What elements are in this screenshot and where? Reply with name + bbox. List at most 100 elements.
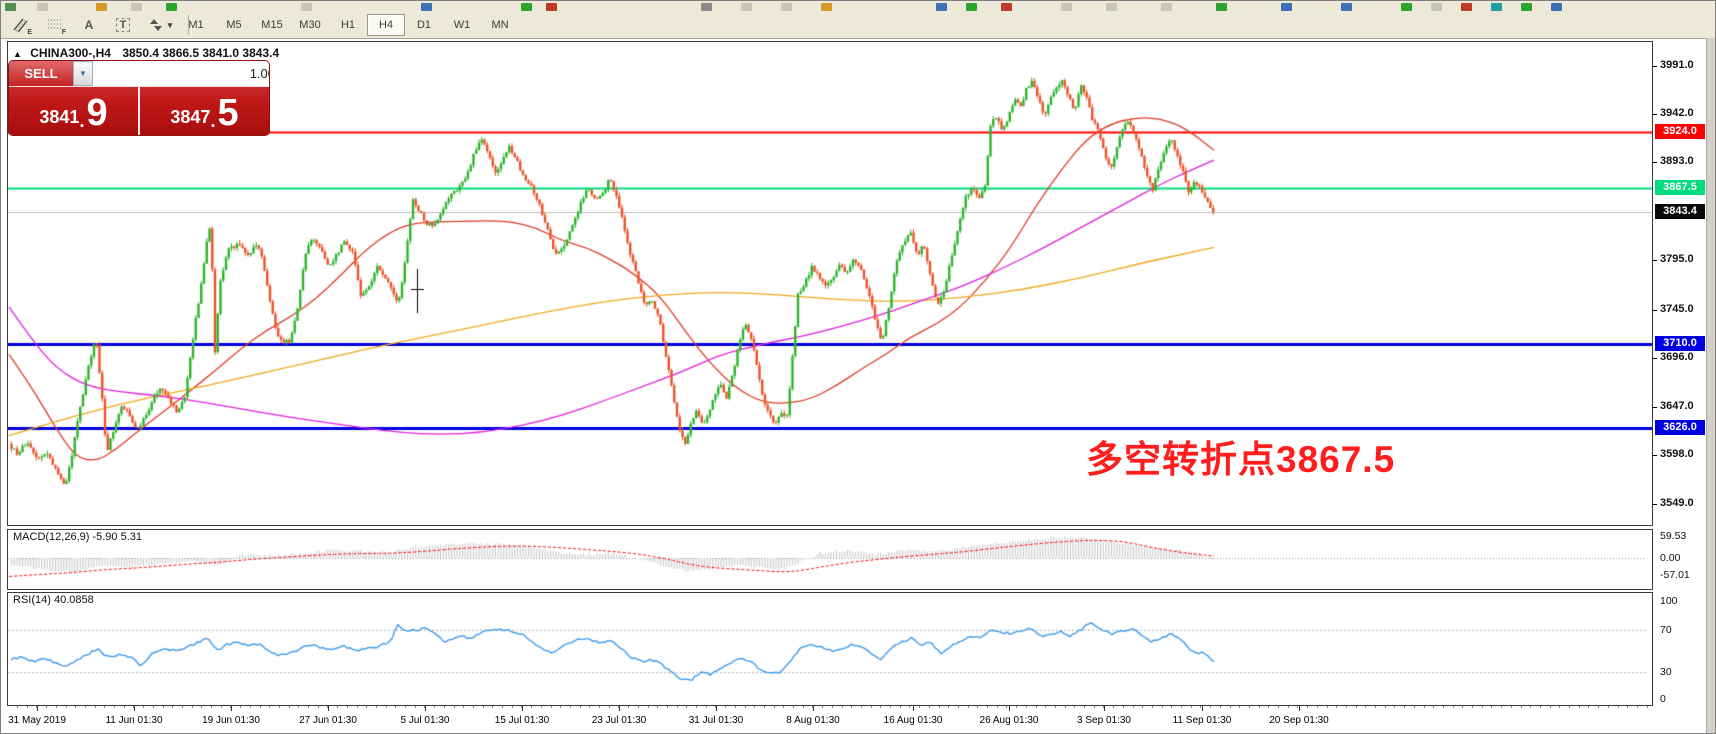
toolbar-icon[interactable] xyxy=(1216,3,1227,11)
toolbar-icon[interactable] xyxy=(37,3,48,11)
time-axis-minor-tick xyxy=(1161,706,1163,708)
time-axis-tick xyxy=(1104,706,1105,711)
time-axis-label: 31 Jul 01:30 xyxy=(688,715,744,726)
toolbar-icon[interactable] xyxy=(1061,3,1072,11)
time-axis-minor-tick xyxy=(1113,706,1115,708)
macd-axis-label: -57.01 xyxy=(1660,569,1690,581)
time-axis-minor-tick xyxy=(337,706,339,708)
time-axis-minor-tick xyxy=(269,706,271,708)
time-axis-minor-tick xyxy=(1413,706,1415,708)
toolbar-icon[interactable] xyxy=(936,3,947,11)
toolbar-icon[interactable] xyxy=(741,3,752,11)
timeframe-button-m15[interactable]: M15 xyxy=(261,19,283,31)
time-axis[interactable]: 31 May 2019 11 Jun 01:30 19 Jun 01:30 27 Ju… xyxy=(7,706,1707,733)
toolbar-icon[interactable] xyxy=(1161,3,1172,11)
time-axis-minor-tick xyxy=(385,706,387,708)
rsi-label: RSI(14) 40.0858 xyxy=(13,594,94,606)
toolbar-icon[interactable] xyxy=(131,3,142,11)
time-axis-minor-tick xyxy=(987,706,988,708)
toolbar-icon[interactable] xyxy=(1341,3,1352,11)
collapse-arrow-icon[interactable]: ▲ xyxy=(13,49,22,59)
price-level-badge: 3710.0 xyxy=(1655,336,1705,351)
sell-price[interactable]: 3841. 9 xyxy=(9,87,140,135)
time-axis-minor-tick xyxy=(1006,706,1008,708)
time-axis-minor-tick xyxy=(1617,706,1619,708)
time-axis-minor-tick xyxy=(346,706,348,708)
toolbar-icon[interactable] xyxy=(96,3,107,11)
toolbar-icon[interactable] xyxy=(421,3,432,11)
timeframe-button-h1[interactable]: H1 xyxy=(340,19,356,31)
time-axis-minor-tick xyxy=(1423,706,1425,708)
sell-button[interactable]: SELL xyxy=(9,61,73,86)
arrow-objects-icon[interactable]: ▾ xyxy=(143,14,179,37)
rsi-axis-label: 100 xyxy=(1660,595,1678,607)
timeframe-button-h4[interactable]: H4 xyxy=(367,14,405,36)
time-axis-minor-tick xyxy=(890,706,891,708)
time-axis-minor-tick xyxy=(919,706,921,708)
time-axis-minor-tick xyxy=(1452,706,1454,708)
price-chart-canvas[interactable] xyxy=(8,42,1652,525)
time-axis-minor-tick xyxy=(822,706,824,708)
time-axis-minor-tick xyxy=(957,706,959,708)
time-axis-tick xyxy=(328,706,329,711)
volume-decrease-button[interactable]: ▼ xyxy=(73,61,93,86)
toolbar-icon[interactable] xyxy=(1521,3,1532,11)
window-right-strip xyxy=(1706,38,1715,733)
time-axis-minor-tick xyxy=(1578,706,1580,708)
timeframe-button-m1[interactable]: M1 xyxy=(188,19,204,31)
toolbar-icon[interactable] xyxy=(821,3,832,11)
toolbar-icon[interactable] xyxy=(701,3,712,11)
fibonacci-icon[interactable]: F xyxy=(41,14,69,37)
time-axis-minor-tick xyxy=(1636,706,1638,708)
time-axis-minor-tick xyxy=(851,706,853,708)
time-axis-minor-tick xyxy=(763,706,765,708)
toolbar-icon[interactable] xyxy=(1431,3,1442,11)
volume-input[interactable] xyxy=(93,61,269,86)
time-axis-tick xyxy=(1009,706,1010,711)
time-axis-minor-tick xyxy=(26,706,28,708)
time-axis-minor-tick xyxy=(1569,706,1570,708)
toolbar-icon[interactable] xyxy=(546,3,557,11)
toolbar-icon[interactable] xyxy=(1491,3,1502,11)
toolbar-icon[interactable] xyxy=(966,3,977,11)
text-tool-icon[interactable]: A xyxy=(75,14,103,37)
buy-price[interactable]: 3847. 5 xyxy=(140,87,269,135)
toolbar-icon[interactable] xyxy=(301,3,312,11)
time-axis-minor-tick xyxy=(1384,706,1386,708)
rsi-canvas[interactable] xyxy=(8,593,1652,705)
time-axis-minor-tick xyxy=(298,706,300,708)
timeframe-button-m5[interactable]: M5 xyxy=(226,19,242,31)
price-axis-label: 3549.0 xyxy=(1660,497,1694,509)
time-axis-minor-tick xyxy=(967,706,969,708)
time-axis-minor-tick xyxy=(579,706,581,708)
macd-label: MACD(12,26,9) -5.90 5.31 xyxy=(13,531,143,543)
timeframe-button-m30[interactable]: M30 xyxy=(299,19,321,31)
toolbar-icon[interactable] xyxy=(5,3,16,11)
equidistant-channel-icon[interactable]: E xyxy=(7,14,35,37)
price-level-badge: 3843.4 xyxy=(1655,204,1705,219)
timeframe-button-mn[interactable]: MN xyxy=(491,19,509,31)
toolbar-icon[interactable] xyxy=(166,3,177,11)
toolbar-icon[interactable] xyxy=(521,3,532,11)
timeframe-button-d1[interactable]: D1 xyxy=(416,19,432,31)
toolbar-icon[interactable] xyxy=(1461,3,1472,11)
macd-canvas[interactable] xyxy=(8,530,1652,589)
timeframe-button-w1[interactable]: W1 xyxy=(453,19,471,31)
toolbar-icon[interactable] xyxy=(1551,3,1562,11)
time-axis-label: 11 Sep 01:30 xyxy=(1172,715,1232,726)
time-axis-minor-tick xyxy=(1035,706,1037,708)
time-axis-tick xyxy=(231,706,232,711)
time-axis-minor-tick xyxy=(230,706,232,708)
time-axis-minor-tick xyxy=(1336,706,1338,708)
time-axis-minor-tick xyxy=(1248,706,1250,708)
toolbar-icon[interactable] xyxy=(1401,3,1412,11)
toolbar-icon[interactable] xyxy=(1001,3,1012,11)
time-axis-minor-tick xyxy=(308,706,309,708)
text-label-tool-icon[interactable]: T xyxy=(109,14,137,37)
toolbar-icon[interactable] xyxy=(1106,3,1117,11)
time-axis-label: 15 Jul 01:30 xyxy=(494,715,550,726)
time-axis-minor-tick xyxy=(1268,706,1270,708)
toolbar-icon[interactable] xyxy=(781,3,792,11)
toolbar-icon[interactable] xyxy=(1281,3,1292,11)
price-level-badge: 3924.0 xyxy=(1655,124,1705,139)
